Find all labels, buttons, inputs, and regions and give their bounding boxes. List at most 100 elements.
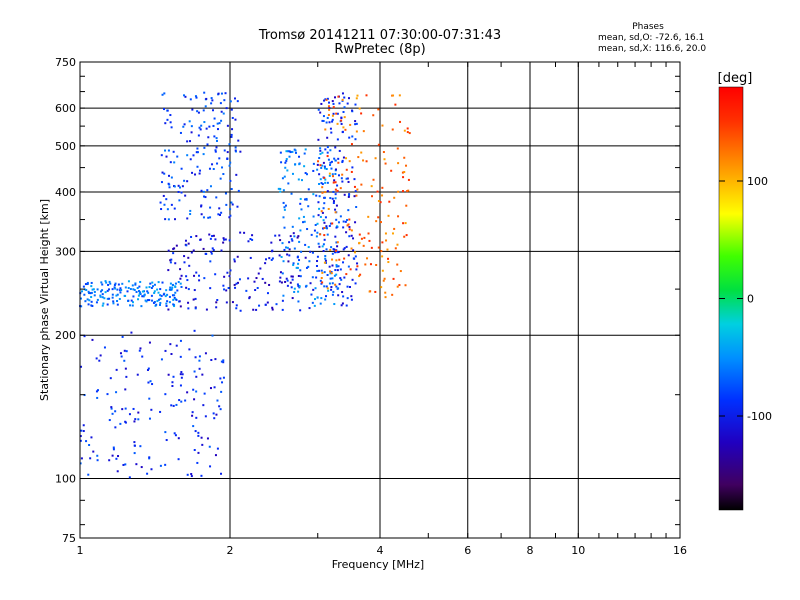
scatter-point <box>299 275 302 278</box>
scatter-point <box>187 307 190 310</box>
scatter-point <box>228 164 231 167</box>
scatter-point <box>337 161 340 164</box>
scatter-point <box>350 295 353 298</box>
scatter-point <box>217 92 220 95</box>
scatter-point <box>362 244 365 247</box>
scatter-point <box>190 475 193 478</box>
scatter-point <box>155 303 158 306</box>
phase-o-stats: mean, sd,O: -72.6, 16.1 <box>598 33 705 43</box>
scatter-point <box>318 269 321 272</box>
scatter-point <box>193 274 196 277</box>
scatter-point <box>228 216 231 219</box>
scatter-point <box>175 244 178 247</box>
scatter-point <box>148 417 151 420</box>
scatter-point <box>189 213 192 216</box>
scatter-point <box>339 215 342 218</box>
scatter-point <box>350 229 353 232</box>
scatter-point <box>192 249 195 252</box>
scatter-point <box>95 301 98 304</box>
scatter-point <box>336 241 339 244</box>
scatter-point <box>179 355 182 358</box>
scatter-point <box>117 455 120 458</box>
scatter-point <box>199 238 202 241</box>
x-tick-label: 16 <box>673 544 687 557</box>
scatter-point <box>228 143 231 146</box>
scatter-point <box>342 295 345 298</box>
scatter-point <box>350 170 353 173</box>
scatter-point <box>392 94 395 97</box>
scatter-point <box>211 235 214 238</box>
scatter-point <box>381 241 384 244</box>
scatter-point <box>168 301 171 304</box>
scatter-point <box>321 191 324 194</box>
scatter-point <box>172 375 175 378</box>
scatter-point <box>345 273 348 276</box>
scatter-point <box>342 126 345 129</box>
scatter-point <box>293 290 296 293</box>
scatter-point <box>91 288 94 291</box>
scatter-point <box>153 290 156 293</box>
scatter-point <box>332 190 335 193</box>
scatter-point <box>86 281 89 284</box>
scatter-point <box>229 208 232 211</box>
scatter-point <box>388 200 391 203</box>
scatter-point <box>219 177 222 180</box>
scatter-point <box>169 288 172 291</box>
scatter-point <box>87 290 90 293</box>
scatter-point <box>237 139 240 142</box>
scatter-point <box>313 229 316 232</box>
scatter-point <box>143 290 146 293</box>
scatter-point <box>321 271 324 274</box>
scatter-point <box>220 249 223 252</box>
scatter-point <box>405 164 408 167</box>
scatter-point <box>226 124 229 127</box>
scatter-point <box>160 294 163 297</box>
scatter-point <box>286 246 289 249</box>
scatter-point <box>108 459 111 462</box>
x-tick-label: 1 <box>77 544 84 557</box>
scatter-point <box>353 185 356 188</box>
scatter-point <box>330 271 333 274</box>
scatter-point <box>124 294 127 297</box>
scatter-point <box>317 201 320 204</box>
scatter-point <box>124 367 127 370</box>
scatter-point <box>346 285 349 288</box>
scatter-point <box>189 98 192 101</box>
scatter-point <box>310 233 313 236</box>
scatter-point <box>227 287 230 290</box>
scatter-point <box>80 429 83 432</box>
x-axis-label: Frequency [MHz] <box>332 558 424 571</box>
scatter-point <box>202 153 205 156</box>
scatter-point <box>137 411 140 414</box>
scatter-point <box>344 220 347 223</box>
scatter-point <box>354 255 357 258</box>
scatter-point <box>393 196 396 199</box>
scatter-point <box>112 300 115 303</box>
scatter-point <box>231 116 234 119</box>
scatter-point <box>177 190 180 193</box>
scatter-point <box>174 291 177 294</box>
scatter-point <box>316 296 319 299</box>
scatter-point <box>124 420 127 423</box>
scatter-point <box>298 240 301 243</box>
scatter-point <box>176 289 179 292</box>
scatter-point <box>319 111 322 114</box>
scatter-point <box>297 300 300 303</box>
scatter-point <box>190 131 193 134</box>
scatter-point <box>357 156 360 159</box>
scatter-point <box>324 148 327 151</box>
scatter-point <box>187 256 190 259</box>
scatter-point <box>200 204 203 207</box>
scatter-point <box>80 290 83 293</box>
scatter-point <box>274 234 277 237</box>
scatter-point <box>354 221 357 224</box>
scatter-point <box>185 286 188 289</box>
data-points <box>79 91 411 479</box>
scatter-point <box>284 161 287 164</box>
scatter-point <box>112 446 115 449</box>
scatter-point <box>195 416 198 419</box>
scatter-point <box>234 146 237 149</box>
scatter-point <box>403 171 406 174</box>
scatter-point <box>290 275 293 278</box>
